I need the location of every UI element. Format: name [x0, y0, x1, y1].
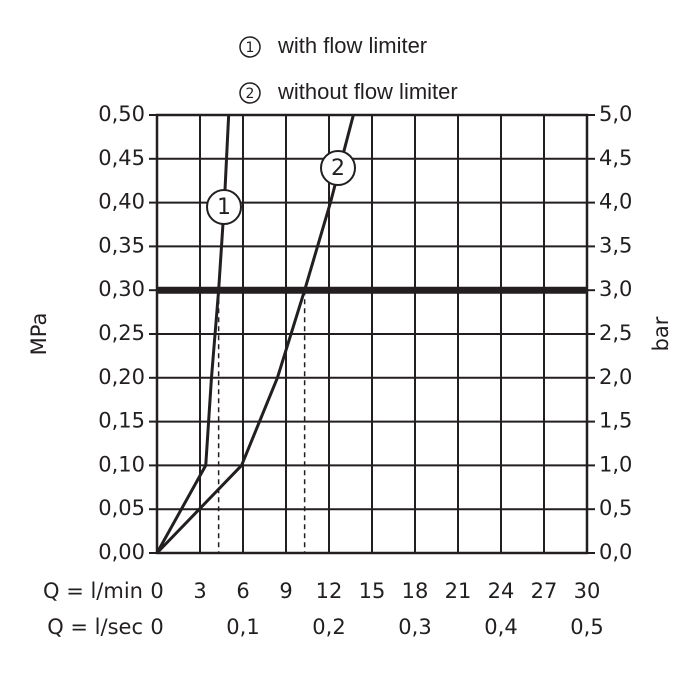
- x-axis-label: Q = l/min: [43, 579, 143, 603]
- legend-label: with flow limiter: [277, 33, 427, 58]
- x-tick-label: 3: [193, 579, 206, 603]
- x2-tick-label: 0,2: [312, 615, 345, 639]
- y-tick-label: 0,25: [98, 321, 145, 345]
- series-label-circle: [320, 150, 356, 186]
- legend-marker: [239, 36, 261, 58]
- y-tick-label: 0,20: [98, 365, 145, 389]
- y-tick-label: 0,40: [98, 190, 145, 214]
- series-label: 1: [217, 195, 231, 220]
- y-tick-label: 0,45: [98, 146, 145, 170]
- legend-marker: [239, 82, 261, 104]
- x2-axis-label: Q = l/sec: [47, 615, 143, 639]
- x-tick-label: 6: [236, 579, 249, 603]
- x-tick-label: 9: [279, 579, 292, 603]
- y-tick-label: 0,30: [98, 277, 145, 301]
- y-tick-label: 0,35: [98, 233, 145, 257]
- y-tick-label: 0,15: [98, 409, 145, 433]
- y-tick-label: 0,50: [98, 102, 145, 126]
- legend-marker-label: 2: [246, 86, 255, 102]
- x2-tick-label: 0,1: [226, 615, 259, 639]
- series-label-circle: [206, 189, 242, 225]
- y-tick-label: 0,10: [98, 452, 145, 476]
- x2-tick-label: 0: [150, 615, 163, 639]
- x2-tick-label: 0,4: [484, 615, 517, 639]
- y2-tick-label: 2,5: [599, 321, 632, 345]
- x-tick-label: 24: [488, 579, 515, 603]
- x-tick-label: 15: [359, 579, 386, 603]
- x-tick-label: 30: [574, 579, 601, 603]
- y2-tick-label: 0,0: [599, 540, 632, 564]
- y2-axis-label: bar: [649, 316, 673, 351]
- plot-border: [155, 113, 589, 555]
- legend-marker-label: 1: [246, 40, 255, 56]
- y-tick-label: 0,00: [98, 540, 145, 564]
- y2-tick-label: 0,5: [599, 496, 632, 520]
- series-line: [155, 114, 355, 555]
- y2-tick-label: 4,0: [599, 190, 632, 214]
- y-tick-label: 0,05: [98, 496, 145, 520]
- y2-tick-label: 5,0: [599, 102, 632, 126]
- x-tick-label: 12: [316, 579, 343, 603]
- y2-tick-label: 4,5: [599, 146, 632, 170]
- y2-tick-label: 1,0: [599, 452, 632, 476]
- x-tick-label: 21: [445, 579, 472, 603]
- x2-tick-label: 0,5: [570, 615, 603, 639]
- y-axis-label: MPa: [27, 313, 51, 356]
- y2-tick-label: 3,5: [599, 233, 632, 257]
- legend-label: without flow limiter: [277, 79, 458, 104]
- x-tick-label: 0: [150, 579, 163, 603]
- series-label: 2: [331, 156, 345, 181]
- x-tick-label: 27: [531, 579, 558, 603]
- y2-tick-label: 3,0: [599, 277, 632, 301]
- y2-tick-label: 1,5: [599, 409, 632, 433]
- x-tick-label: 18: [402, 579, 429, 603]
- y2-tick-label: 2,0: [599, 365, 632, 389]
- x2-tick-label: 0,3: [398, 615, 431, 639]
